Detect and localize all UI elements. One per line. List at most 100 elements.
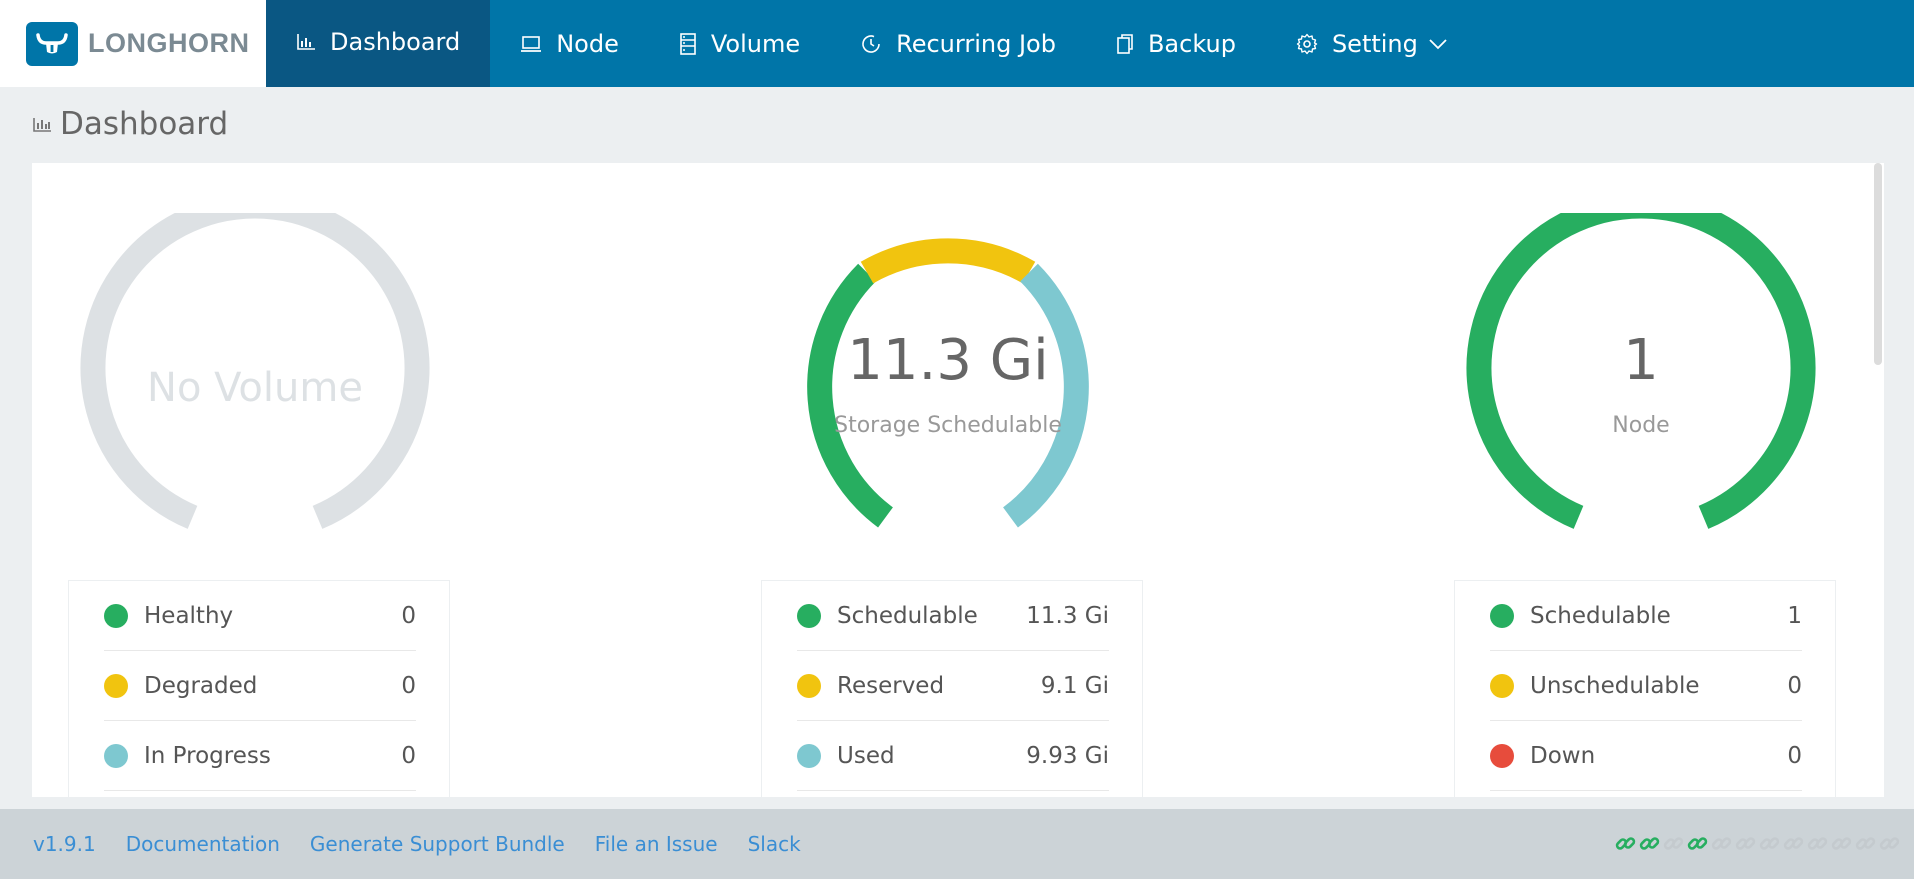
- storage-value: 11.3 Gi: [847, 328, 1049, 393]
- volume-empty-label: No Volume: [147, 365, 363, 411]
- volume-gauge-chart: [80, 213, 430, 529]
- server-icon: [679, 32, 697, 55]
- bar-chart-icon: [296, 33, 316, 51]
- legend-value: 9.1 Gi: [1040, 672, 1109, 699]
- nav-backup[interactable]: Backup: [1086, 0, 1266, 87]
- legend-row-down[interactable]: Down 0: [1490, 721, 1802, 791]
- brand-name: LONGHORN: [88, 28, 250, 58]
- legend-label: Used: [837, 742, 895, 769]
- status-dot: [1490, 673, 1514, 698]
- chevron-down-icon: [1428, 38, 1448, 50]
- status-dot: [1490, 743, 1514, 768]
- laptop-icon: [520, 35, 542, 53]
- legend-value: 0: [1787, 672, 1802, 699]
- gear-icon: [1296, 33, 1318, 55]
- link-icon: [1807, 833, 1828, 854]
- status-dot: [797, 743, 821, 768]
- nav-node[interactable]: Node: [490, 0, 649, 87]
- legend-label: In Progress: [144, 742, 271, 769]
- status-dot: [797, 603, 821, 628]
- legend-label: Down: [1530, 742, 1596, 769]
- legend-row-unschedulable[interactable]: Unschedulable 0: [1490, 651, 1802, 721]
- main-nav: Dashboard Node Volume Recurring Job Back…: [266, 0, 1478, 87]
- link-icon: [1879, 833, 1900, 854]
- nav-backup-label: Backup: [1147, 29, 1236, 58]
- status-dot: [104, 673, 128, 698]
- storage-arc-schedulable: [807, 263, 894, 528]
- link-icon: [1783, 833, 1804, 854]
- legend-label: Reserved: [837, 672, 945, 699]
- legend-label: Schedulable: [837, 602, 978, 629]
- legend-value: 11.3 Gi: [1026, 602, 1109, 629]
- node-legend: Schedulable 1 Unschedulable 0 Down 0: [1454, 580, 1836, 797]
- legend-row-healthy[interactable]: Healthy 0: [104, 581, 416, 651]
- nav-node-label: Node: [556, 29, 619, 58]
- link-icon: [1663, 833, 1684, 854]
- volume-gauge-track: [80, 213, 430, 529]
- top-navbar: LONGHORN Dashboard Node Volume Recurring…: [0, 0, 1914, 87]
- storage-legend: Schedulable 11.3 Gi Reserved 9.1 Gi Used…: [761, 580, 1143, 797]
- brand[interactable]: LONGHORN: [0, 0, 266, 87]
- legend-label: Healthy: [144, 602, 234, 629]
- link-icon: [1735, 833, 1756, 854]
- status-dot: [104, 603, 128, 628]
- legend-row-reserved[interactable]: Reserved 9.1 Gi: [797, 651, 1109, 721]
- legend-label: Unschedulable: [1530, 672, 1700, 699]
- version-link[interactable]: v1.9.1: [33, 832, 96, 856]
- link-icon: [1687, 833, 1708, 854]
- nav-dashboard[interactable]: Dashboard: [266, 0, 491, 87]
- legend-row-in-progress[interactable]: In Progress 0: [104, 721, 416, 791]
- legend-row-schedulable[interactable]: Schedulable 1: [1490, 581, 1802, 651]
- status-dot: [1490, 603, 1514, 628]
- legend-value: 1: [1787, 602, 1802, 629]
- slack-link[interactable]: Slack: [747, 832, 801, 856]
- storage-gauge[interactable]: 11.3 Gi Storage Schedulable: [758, 213, 1138, 533]
- storage-gauge-chart: [807, 238, 1089, 528]
- node-arc-schedulable: [1466, 213, 1816, 529]
- node-value: 1: [1623, 328, 1659, 393]
- link-icon: [1615, 833, 1636, 854]
- nav-volume[interactable]: Volume: [649, 0, 830, 87]
- status-dot: [797, 673, 821, 698]
- nav-recurring-job-label: Recurring Job: [896, 29, 1056, 58]
- link-icon: [1759, 833, 1780, 854]
- bar-chart-icon: [32, 115, 52, 133]
- storage-arc-reserved: [860, 238, 1036, 284]
- legend-row-used[interactable]: Used 9.93 Gi: [797, 721, 1109, 791]
- longhorn-logo-icon: [26, 21, 78, 66]
- nav-recurring-job[interactable]: Recurring Job: [830, 0, 1086, 87]
- node-gauge-chart: [1466, 213, 1816, 529]
- legend-row-degraded[interactable]: Degraded 0: [104, 651, 416, 721]
- nav-setting-label: Setting: [1331, 29, 1418, 58]
- legend-row-schedulable[interactable]: Schedulable 11.3 Gi: [797, 581, 1109, 651]
- node-gauge[interactable]: 1 Node: [1451, 213, 1831, 533]
- storage-arc-used: [1002, 263, 1089, 528]
- status-dot: [104, 743, 128, 768]
- legend-label: Schedulable: [1530, 602, 1671, 629]
- volume-gauge[interactable]: No Volume: [65, 213, 445, 533]
- file-an-issue-link[interactable]: File an Issue: [594, 832, 718, 856]
- clock-icon: [860, 33, 882, 55]
- documentation-link[interactable]: Documentation: [125, 832, 280, 856]
- footer: v1.9.1 Documentation Generate Support Bu…: [0, 809, 1914, 879]
- scrollbar-thumb[interactable]: [1874, 163, 1882, 365]
- legend-value: 0: [401, 742, 416, 769]
- link-icon: [1711, 833, 1732, 854]
- link-icon: [1855, 833, 1876, 854]
- nav-volume-label: Volume: [710, 29, 801, 58]
- page-title: Dashboard: [32, 106, 228, 142]
- legend-value: 0: [401, 602, 416, 629]
- legend-label: Degraded: [144, 672, 258, 699]
- link-icon: [1831, 833, 1852, 854]
- connection-status: [1612, 833, 1900, 854]
- link-icon: [1639, 833, 1660, 854]
- storage-subtitle: Storage Schedulable: [834, 413, 1062, 438]
- page-title-text: Dashboard: [60, 106, 229, 142]
- legend-value: 9.93 Gi: [1026, 742, 1109, 769]
- nav-setting[interactable]: Setting: [1266, 0, 1478, 87]
- node-subtitle: Node: [1612, 413, 1670, 438]
- legend-value: 0: [1787, 742, 1802, 769]
- generate-support-bundle-link[interactable]: Generate Support Bundle: [309, 832, 565, 856]
- copy-icon: [1116, 33, 1134, 55]
- nav-dashboard-label: Dashboard: [330, 27, 461, 56]
